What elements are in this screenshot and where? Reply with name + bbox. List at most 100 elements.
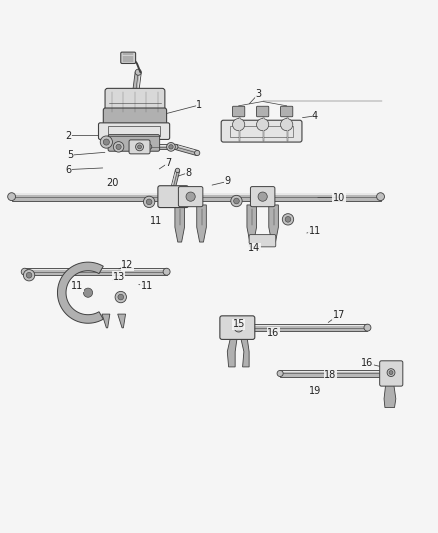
FancyBboxPatch shape <box>233 106 245 117</box>
Circle shape <box>175 168 180 173</box>
FancyBboxPatch shape <box>251 187 275 207</box>
Polygon shape <box>197 205 206 242</box>
Circle shape <box>116 144 121 149</box>
Text: 19: 19 <box>309 386 321 396</box>
Text: 16: 16 <box>268 328 280 338</box>
Text: 11: 11 <box>141 281 153 291</box>
FancyBboxPatch shape <box>178 187 203 207</box>
Circle shape <box>173 144 178 149</box>
Polygon shape <box>171 170 180 189</box>
FancyBboxPatch shape <box>380 361 403 386</box>
Polygon shape <box>175 205 184 242</box>
Circle shape <box>281 118 293 131</box>
Polygon shape <box>234 324 367 331</box>
Circle shape <box>169 144 173 149</box>
Circle shape <box>163 268 170 275</box>
Polygon shape <box>175 144 198 156</box>
Circle shape <box>171 185 175 190</box>
Text: 11: 11 <box>309 225 321 236</box>
Circle shape <box>115 292 127 303</box>
FancyBboxPatch shape <box>249 235 276 247</box>
Polygon shape <box>25 268 166 275</box>
Text: 14: 14 <box>248 243 260 253</box>
FancyBboxPatch shape <box>158 185 188 207</box>
FancyBboxPatch shape <box>220 316 255 340</box>
Text: 11: 11 <box>71 281 83 291</box>
Circle shape <box>285 216 291 222</box>
Polygon shape <box>247 205 257 242</box>
Circle shape <box>23 270 35 281</box>
Text: 16: 16 <box>361 358 374 368</box>
Circle shape <box>277 370 283 376</box>
Circle shape <box>162 193 170 200</box>
Polygon shape <box>234 325 367 326</box>
Polygon shape <box>227 336 237 367</box>
Circle shape <box>136 143 144 151</box>
Circle shape <box>234 323 243 332</box>
FancyBboxPatch shape <box>221 120 302 142</box>
Circle shape <box>166 142 175 151</box>
Text: 1: 1 <box>196 100 202 110</box>
Polygon shape <box>176 145 198 152</box>
Polygon shape <box>171 170 177 188</box>
Circle shape <box>100 136 113 148</box>
Circle shape <box>283 214 293 225</box>
FancyBboxPatch shape <box>281 106 293 117</box>
FancyBboxPatch shape <box>129 140 150 154</box>
Polygon shape <box>240 336 249 367</box>
Circle shape <box>132 93 138 99</box>
Text: 6: 6 <box>65 165 71 175</box>
Text: 4: 4 <box>312 111 318 121</box>
Text: 10: 10 <box>333 192 345 203</box>
Circle shape <box>386 370 392 376</box>
Circle shape <box>194 150 200 156</box>
Bar <box>230 126 293 137</box>
FancyBboxPatch shape <box>105 88 165 116</box>
Circle shape <box>377 193 385 200</box>
Circle shape <box>21 268 28 275</box>
Circle shape <box>233 198 239 204</box>
Polygon shape <box>12 193 166 195</box>
Polygon shape <box>149 144 171 149</box>
Text: 8: 8 <box>185 168 191 177</box>
Polygon shape <box>102 314 110 328</box>
FancyBboxPatch shape <box>257 106 269 117</box>
Circle shape <box>26 272 32 278</box>
Circle shape <box>144 196 155 207</box>
Circle shape <box>83 288 92 297</box>
Circle shape <box>387 369 395 376</box>
Circle shape <box>231 324 238 331</box>
Circle shape <box>113 142 124 152</box>
Circle shape <box>138 145 141 149</box>
Polygon shape <box>188 193 381 200</box>
Text: 18: 18 <box>324 370 336 380</box>
Circle shape <box>184 193 192 200</box>
FancyBboxPatch shape <box>99 123 170 140</box>
Polygon shape <box>269 205 279 242</box>
Text: 2: 2 <box>65 131 71 141</box>
Circle shape <box>146 199 152 205</box>
Text: 5: 5 <box>67 150 74 160</box>
Circle shape <box>118 294 124 300</box>
Polygon shape <box>57 262 103 323</box>
Polygon shape <box>149 145 171 146</box>
Circle shape <box>364 324 371 331</box>
Polygon shape <box>137 72 141 96</box>
Text: 7: 7 <box>166 158 172 167</box>
Text: 13: 13 <box>113 272 125 282</box>
FancyBboxPatch shape <box>103 108 166 128</box>
Circle shape <box>258 192 267 201</box>
Polygon shape <box>12 193 166 200</box>
FancyBboxPatch shape <box>121 52 136 63</box>
Circle shape <box>186 192 195 201</box>
Text: 17: 17 <box>333 310 345 319</box>
Text: 11: 11 <box>149 216 162 226</box>
Circle shape <box>237 326 241 330</box>
Circle shape <box>8 193 15 200</box>
Circle shape <box>231 195 242 207</box>
Circle shape <box>103 139 110 145</box>
Polygon shape <box>384 384 396 408</box>
Text: 15: 15 <box>233 319 245 329</box>
Polygon shape <box>25 269 166 270</box>
Circle shape <box>135 69 141 75</box>
